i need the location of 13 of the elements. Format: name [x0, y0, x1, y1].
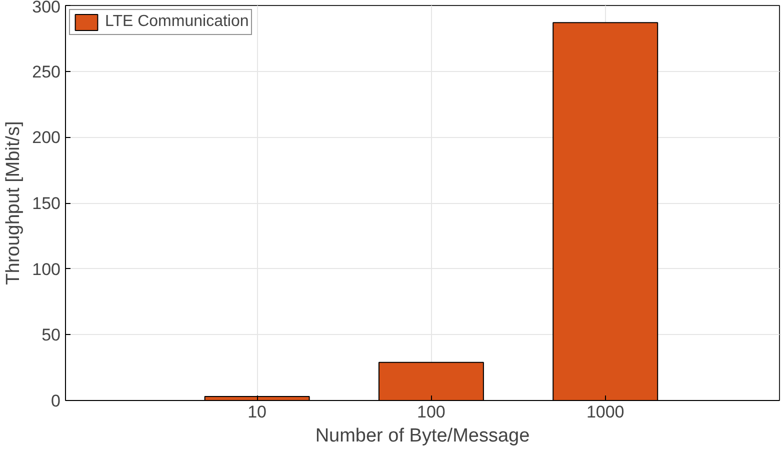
legend-label: LTE Communication	[105, 13, 249, 31]
y-tick-label: 150	[32, 194, 61, 213]
y-tick-label: 200	[32, 128, 61, 148]
y-tick-label: 250	[32, 62, 61, 82]
x-tick-label: 10	[248, 402, 267, 422]
y-axis-title: Throughput [Mbit/s]	[3, 121, 24, 285]
y-tick-label: 0	[51, 392, 61, 410]
x-tick-label: 100	[417, 402, 446, 422]
y-tick-label: 300	[32, 0, 61, 16]
x-tick-label: 1000	[586, 402, 624, 422]
y-tick-label: 50	[42, 326, 61, 345]
y-tick-label: 100	[32, 260, 61, 279]
x-axis-title: Number of Byte/Message	[315, 426, 530, 446]
